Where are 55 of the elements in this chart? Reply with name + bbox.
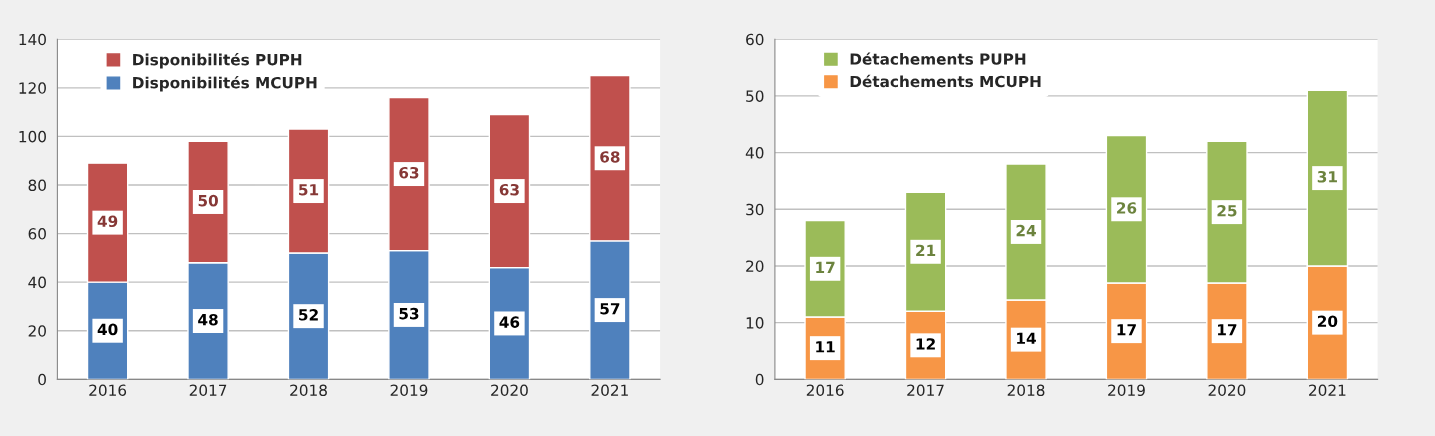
y-tick-label: 120 bbox=[19, 82, 46, 94]
data-label: 20 bbox=[1317, 315, 1338, 328]
y-tick-label: 140 bbox=[19, 33, 46, 46]
legend-label: Détachements MCUPH bbox=[850, 74, 1041, 88]
data-label: 52 bbox=[299, 309, 318, 321]
data-label: 11 bbox=[816, 341, 835, 353]
y-tick-label: 100 bbox=[19, 130, 46, 143]
x-tick-label: 2018 bbox=[290, 384, 327, 397]
y-tick-label: 30 bbox=[746, 203, 764, 216]
data-label: 17 bbox=[816, 261, 835, 274]
legend-label: Détachements PUPH bbox=[850, 52, 1026, 65]
x-tick-label: 2017 bbox=[907, 384, 944, 397]
data-label: 17 bbox=[1218, 324, 1237, 336]
data-label: 53 bbox=[399, 307, 419, 320]
data-label: 31 bbox=[1317, 170, 1337, 183]
y-tick-label: 60 bbox=[28, 228, 46, 240]
x-tick-label: 2018 bbox=[1007, 384, 1045, 397]
data-label: 17 bbox=[1117, 324, 1136, 336]
data-label: 12 bbox=[916, 338, 935, 350]
data-label: 57 bbox=[600, 303, 620, 315]
data-label: 24 bbox=[1016, 224, 1036, 237]
y-tick-label: 10 bbox=[746, 317, 764, 329]
y-tick-label: 40 bbox=[28, 276, 46, 289]
y-tick-label: 40 bbox=[745, 147, 764, 159]
x-tick-label: 2019 bbox=[390, 384, 428, 397]
data-label: 25 bbox=[1217, 204, 1237, 217]
y-tick-label: 80 bbox=[28, 179, 46, 192]
data-label: 51 bbox=[299, 184, 319, 196]
y-tick-label: 0 bbox=[755, 373, 764, 386]
data-label: 49 bbox=[97, 215, 118, 228]
legend-label: Disponibilités PUPH bbox=[133, 52, 302, 69]
data-label: 48 bbox=[198, 313, 218, 326]
x-tick-label: 2017 bbox=[189, 384, 227, 397]
x-tick-label: 2016 bbox=[89, 384, 127, 397]
y-tick-label: 50 bbox=[746, 90, 764, 102]
data-label: 26 bbox=[1117, 202, 1137, 214]
data-label: 14 bbox=[1017, 332, 1036, 344]
data-label: 63 bbox=[399, 166, 419, 179]
x-tick-label: 2016 bbox=[806, 384, 844, 397]
data-label: 21 bbox=[916, 244, 936, 257]
data-label: 63 bbox=[499, 183, 519, 196]
y-tick-label: 0 bbox=[38, 373, 46, 386]
legend-label: Disponibilités MCUPH bbox=[133, 76, 317, 92]
y-tick-label: 20 bbox=[746, 260, 764, 272]
x-tick-label: 2019 bbox=[1108, 384, 1145, 397]
data-label: 40 bbox=[97, 323, 118, 336]
y-tick-label: 20 bbox=[28, 325, 46, 337]
data-label: 50 bbox=[198, 194, 218, 207]
x-tick-label: 2020 bbox=[1208, 384, 1246, 397]
data-label: 68 bbox=[600, 151, 620, 163]
y-tick-label: 60 bbox=[746, 33, 764, 46]
x-tick-label: 2021 bbox=[591, 384, 628, 397]
x-tick-label: 2021 bbox=[1309, 384, 1346, 397]
x-tick-label: 2020 bbox=[491, 384, 528, 397]
data-label: 46 bbox=[499, 316, 520, 328]
